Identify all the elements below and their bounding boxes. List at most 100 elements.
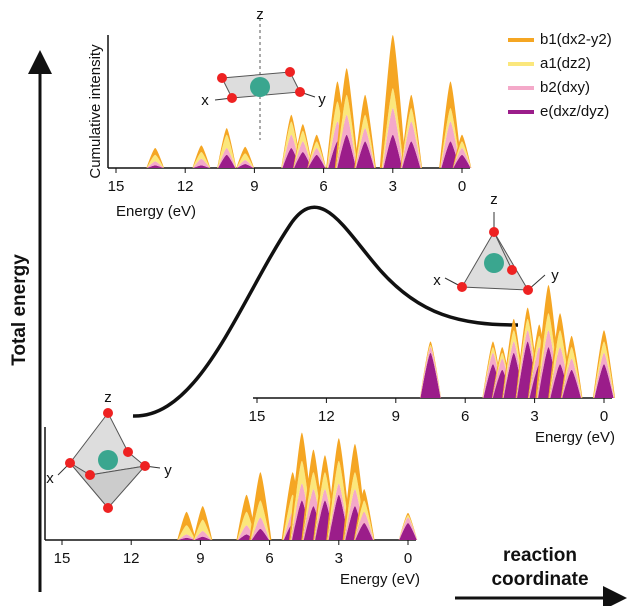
peak-segment bbox=[561, 347, 582, 398]
peak-segment bbox=[482, 352, 504, 398]
peak-segment bbox=[402, 141, 421, 168]
peak-segment bbox=[355, 523, 374, 540]
axis-letter: z bbox=[490, 191, 498, 208]
peak-segment bbox=[314, 489, 336, 540]
peak-segment bbox=[291, 483, 313, 540]
x-tick-label: 0 bbox=[404, 550, 412, 567]
x-tick-label: 12 bbox=[318, 408, 335, 425]
x-tick-label: 3 bbox=[530, 408, 538, 425]
peak-segment bbox=[251, 528, 269, 540]
peak-segment bbox=[326, 81, 349, 168]
peak-segment bbox=[528, 347, 550, 398]
legend-label: b1(dx2-y2) bbox=[540, 31, 612, 48]
x-tick-label: 15 bbox=[54, 550, 71, 567]
peak-segment bbox=[335, 94, 358, 168]
peak-segment bbox=[281, 134, 301, 168]
peak-segment bbox=[193, 506, 213, 540]
peak-segment bbox=[328, 494, 349, 540]
peak-segment bbox=[293, 130, 313, 168]
peak-segment bbox=[537, 330, 560, 398]
axis-letter: x bbox=[433, 272, 441, 289]
peak-segment bbox=[307, 148, 326, 168]
legend-label: b2(dxy) bbox=[540, 79, 590, 96]
peak-segment bbox=[593, 341, 615, 398]
peak-segment bbox=[307, 141, 326, 168]
axis-letter: y bbox=[164, 462, 172, 479]
peak-segment bbox=[146, 165, 164, 168]
peak-segment bbox=[301, 449, 326, 540]
molecule-tetrahedral: z x y bbox=[433, 191, 559, 295]
peak-segment bbox=[593, 352, 615, 398]
axis-letter: x bbox=[46, 470, 54, 487]
peak-segment bbox=[217, 134, 237, 168]
axis-letter: y bbox=[318, 91, 326, 108]
peak-segment bbox=[251, 517, 270, 540]
peak-segment bbox=[217, 148, 236, 168]
x-tick-label: 15 bbox=[249, 408, 266, 425]
peak-segment bbox=[236, 494, 257, 540]
axis-letter: z bbox=[256, 6, 264, 23]
peak-segment bbox=[381, 88, 404, 168]
peak-segment bbox=[452, 141, 472, 168]
molecule-square-planar: z x y bbox=[201, 6, 326, 140]
peak-segment bbox=[549, 347, 571, 398]
peak-segment bbox=[492, 358, 513, 398]
x-tick-label: 6 bbox=[319, 178, 327, 195]
peak-segment bbox=[294, 152, 312, 168]
peak-segment bbox=[192, 158, 210, 168]
x-axis-label: coordinate bbox=[491, 569, 588, 590]
x-tick-label: 3 bbox=[389, 178, 397, 195]
peak-segment bbox=[194, 530, 212, 540]
peak-segment bbox=[236, 153, 254, 168]
peak-segment bbox=[177, 525, 196, 540]
peak-segment bbox=[343, 472, 366, 540]
molecule-octahedral: z x y bbox=[46, 389, 172, 513]
peak-segment bbox=[401, 121, 422, 168]
peak-segment bbox=[146, 148, 165, 168]
peak-segment bbox=[383, 134, 403, 168]
peak-segment bbox=[535, 285, 562, 398]
peak-segment bbox=[178, 537, 195, 540]
peak-segment bbox=[326, 101, 348, 168]
peak-segment bbox=[354, 511, 374, 540]
x-tick-label: 0 bbox=[600, 408, 608, 425]
x-tick-label: 9 bbox=[250, 178, 258, 195]
legend-label: e(dxz/dyz) bbox=[540, 103, 609, 120]
legend-label: a1(dz2) bbox=[540, 55, 591, 72]
peak-segment bbox=[289, 432, 315, 540]
x-tick-label: 12 bbox=[177, 178, 194, 195]
peak-segment bbox=[399, 523, 417, 540]
peak-segment bbox=[193, 519, 212, 540]
peak-segment bbox=[356, 141, 375, 168]
peak-segment bbox=[400, 108, 422, 168]
y-axis-title: Cumulative intensity bbox=[87, 44, 104, 179]
peak-segment bbox=[453, 154, 471, 168]
peak-segment bbox=[249, 472, 272, 540]
peak-segment bbox=[192, 145, 211, 168]
peak-segment bbox=[302, 472, 325, 540]
x-tick-label: 12 bbox=[123, 550, 140, 567]
peak-segment bbox=[307, 134, 327, 168]
peak-segment bbox=[236, 164, 254, 168]
peak-segment bbox=[336, 114, 357, 168]
peak-segment bbox=[344, 489, 366, 540]
peak-segment bbox=[334, 68, 359, 168]
peak-segment bbox=[326, 438, 352, 540]
peak-segment bbox=[355, 114, 376, 168]
peak-segment bbox=[420, 352, 441, 398]
axis-letter: y bbox=[551, 267, 559, 284]
peak-segment bbox=[327, 460, 351, 540]
peak-segment bbox=[236, 160, 254, 168]
x-tick-label: 6 bbox=[265, 550, 273, 567]
x-axis-title: Energy (eV) bbox=[340, 571, 420, 588]
peak-segment bbox=[354, 94, 376, 168]
x-axis-label: reaction bbox=[503, 545, 577, 566]
peak-segment bbox=[293, 141, 312, 168]
peak-segment bbox=[328, 483, 350, 540]
x-tick-label: 9 bbox=[196, 550, 204, 567]
x-tick-label: 3 bbox=[335, 550, 343, 567]
peak-segment bbox=[562, 369, 581, 398]
peak-segment bbox=[353, 489, 375, 540]
peak-segment bbox=[290, 460, 314, 540]
